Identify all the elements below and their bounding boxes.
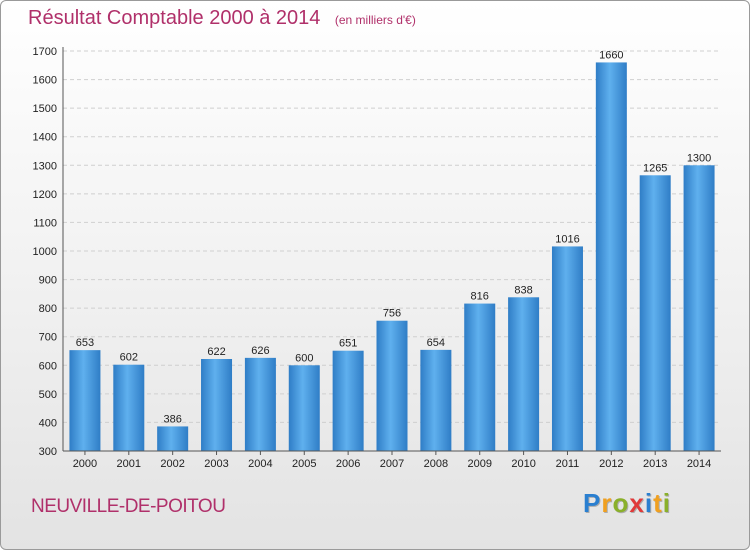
y-tick-label: 500 xyxy=(39,389,57,401)
bar xyxy=(420,349,452,451)
y-tick-label: 1500 xyxy=(33,103,57,115)
x-tick-label: 2007 xyxy=(380,458,404,470)
y-tick-label: 600 xyxy=(39,360,57,372)
y-tick-label: 1200 xyxy=(33,189,57,201)
bar-value-label: 816 xyxy=(471,291,489,303)
bar-value-label: 653 xyxy=(76,337,94,349)
bar xyxy=(244,357,276,451)
y-tick-label: 800 xyxy=(39,303,57,315)
axis-layer: 300 400 500 600 700 800 900 1000 1100 1200 1300 140… xyxy=(33,46,721,470)
bar-layer xyxy=(69,62,715,452)
chart-title: Résultat Comptable 2000 à 2014 xyxy=(28,7,321,29)
bar-value-label: 1265 xyxy=(643,162,667,174)
x-tick-label: 2011 xyxy=(556,458,580,470)
x-tick-label: 2009 xyxy=(467,458,491,470)
bar xyxy=(332,350,364,451)
bar xyxy=(464,303,496,451)
chart-subtitle: (en milliers d'€) xyxy=(334,13,416,27)
y-tick-label: 1600 xyxy=(33,75,57,87)
bar-value-label: 602 xyxy=(120,352,138,364)
bar xyxy=(551,246,583,451)
bar xyxy=(595,62,627,452)
x-tick-label: 2001 xyxy=(117,458,141,470)
y-tick-label: 1000 xyxy=(33,246,57,258)
bar xyxy=(201,359,233,451)
x-tick-label: 2012 xyxy=(599,458,623,470)
bar xyxy=(683,165,715,452)
bar-value-label: 1016 xyxy=(555,233,579,245)
logo-letter: o xyxy=(612,488,630,518)
x-tick-label: 2005 xyxy=(292,458,316,470)
x-tick-label: 2008 xyxy=(424,458,448,470)
y-tick-label: 900 xyxy=(39,275,57,287)
y-tick-label: 700 xyxy=(39,332,57,344)
x-tick-label: 2010 xyxy=(511,458,535,470)
logo-letter: P xyxy=(583,488,602,518)
y-tick-label: 400 xyxy=(39,417,57,429)
bar-value-label: 600 xyxy=(295,352,313,364)
y-tick-label: 1400 xyxy=(33,132,57,144)
logo-letter: t xyxy=(653,488,663,518)
logo-letter: x xyxy=(629,488,645,518)
x-tick-label: 2004 xyxy=(248,458,272,470)
x-tick-label: 2014 xyxy=(687,458,711,470)
y-tick-label: 1700 xyxy=(33,46,57,58)
logo-letter: r xyxy=(601,488,613,518)
x-tick-label: 2002 xyxy=(160,458,184,470)
bar-value-label: 838 xyxy=(514,284,532,296)
bar xyxy=(288,365,320,451)
logo-letter: i xyxy=(662,488,671,518)
y-tick-label: 1300 xyxy=(33,160,57,172)
y-tick-label: 1100 xyxy=(33,217,57,229)
x-tick-label: 2000 xyxy=(73,458,97,470)
bar-value-label: 622 xyxy=(207,346,225,358)
bar xyxy=(157,426,189,451)
x-tick-label: 2006 xyxy=(336,458,360,470)
bar-value-label: 386 xyxy=(163,413,181,425)
bar xyxy=(508,297,540,451)
commune-name: NEUVILLE-DE-POITOU xyxy=(31,496,226,517)
x-tick-label: 2003 xyxy=(204,458,228,470)
y-tick-label: 300 xyxy=(39,446,57,458)
bar-value-label: 626 xyxy=(251,345,269,357)
proxiti-logo: Proxiti xyxy=(583,488,671,519)
bar xyxy=(376,320,408,451)
logo-letter: i xyxy=(644,488,654,518)
bar-value-label: 654 xyxy=(427,337,445,349)
x-tick-label: 2013 xyxy=(643,458,667,470)
bar-value-label: 651 xyxy=(339,338,357,350)
bar-value-label: 756 xyxy=(383,308,401,320)
bar-value-label: 1300 xyxy=(687,152,711,164)
bar xyxy=(113,364,145,451)
bar xyxy=(69,350,101,451)
bar xyxy=(639,175,671,452)
bar-value-label: 1660 xyxy=(599,49,623,61)
title-block: Résultat Comptable 2000 à 2014 (en milli… xyxy=(28,7,416,30)
